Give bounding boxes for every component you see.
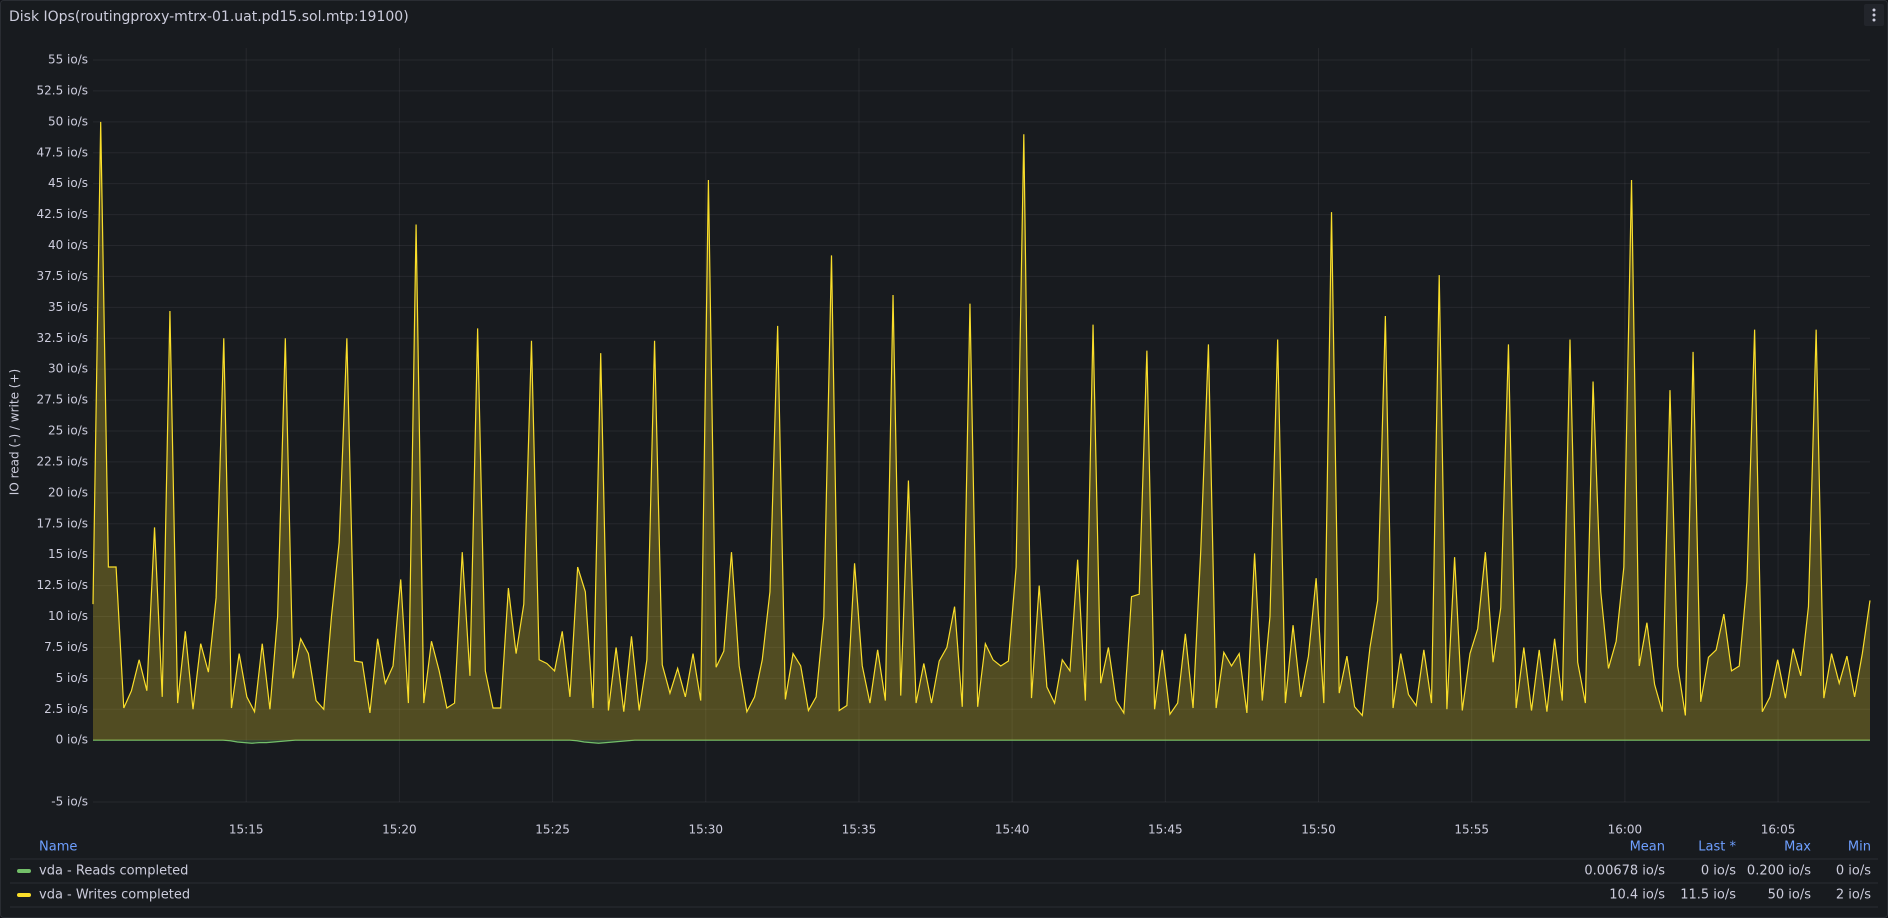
legend-swatch <box>17 893 31 897</box>
legend-stat: 0 io/s <box>1701 864 1736 879</box>
y-tick-label: 50 io/s <box>48 114 88 128</box>
y-tick-label: 7.5 io/s <box>44 640 88 654</box>
x-tick-label: 15:40 <box>995 823 1030 837</box>
y-tick-label: 0 io/s <box>56 733 88 747</box>
y-tick-label: 5 io/s <box>56 671 88 685</box>
legend-name: vda - Reads completed <box>39 864 188 879</box>
x-tick-label: 15:20 <box>382 823 417 837</box>
x-tick-label: 15:45 <box>1148 823 1183 837</box>
legend-stat: 11.5 io/s <box>1680 888 1736 903</box>
y-tick-label: 32.5 io/s <box>36 331 88 345</box>
y-tick-label: 10 io/s <box>48 609 88 623</box>
legend-stat: 50 io/s <box>1768 888 1812 903</box>
y-tick-label: 45 io/s <box>48 176 88 190</box>
legend-stat: 0 io/s <box>1836 864 1871 879</box>
y-tick-label: 2.5 io/s <box>44 702 88 716</box>
legend-header: Max <box>1784 840 1811 855</box>
y-tick-label: 40 io/s <box>48 238 88 252</box>
y-tick-label: 30 io/s <box>48 362 88 376</box>
y-tick-label: 35 io/s <box>48 300 88 314</box>
panel-title: Disk IOps(routingproxy-mtrx-01.uat.pd15.… <box>9 9 409 25</box>
y-tick-label: 15 io/s <box>48 547 88 561</box>
y-tick-label: 25 io/s <box>48 424 88 438</box>
y-tick-label: 47.5 io/s <box>36 145 88 159</box>
legend-header: Name <box>39 840 77 855</box>
y-tick-label: 52.5 io/s <box>36 83 88 97</box>
menu-dot <box>1872 8 1876 12</box>
x-tick-label: 16:05 <box>1761 823 1796 837</box>
series-line <box>92 121 1871 717</box>
legend-swatch <box>17 869 31 873</box>
menu-dot <box>1872 13 1876 17</box>
menu-dot <box>1872 18 1876 22</box>
legend-header: Last * <box>1698 840 1736 855</box>
legend-stat: 0.200 io/s <box>1747 864 1811 879</box>
y-tick-label: 55 io/s <box>48 53 88 67</box>
legend-stat: 0.00678 io/s <box>1584 864 1665 879</box>
x-tick-label: 15:55 <box>1454 823 1489 837</box>
y-tick-label: 17.5 io/s <box>36 516 88 530</box>
x-tick-label: 15:30 <box>688 823 723 837</box>
legend-name: vda - Writes completed <box>39 888 190 903</box>
y-tick-label: 12.5 io/s <box>36 578 88 592</box>
x-tick-label: 15:50 <box>1301 823 1336 837</box>
y-tick-label: 37.5 io/s <box>36 269 88 283</box>
y-tick-label: 22.5 io/s <box>36 454 88 468</box>
legend-header: Mean <box>1630 840 1665 855</box>
series-area <box>93 740 1870 744</box>
legend-stat: 10.4 io/s <box>1609 888 1665 903</box>
y-tick-label: 42.5 io/s <box>36 207 88 221</box>
x-tick-label: 15:25 <box>535 823 570 837</box>
series-line <box>93 739 1870 744</box>
y-axis-label: IO read (-) / write (+) <box>8 369 22 495</box>
y-tick-label: 27.5 io/s <box>36 393 88 407</box>
x-tick-label: 16:00 <box>1608 823 1643 837</box>
x-tick-label: 15:15 <box>229 823 264 837</box>
legend-stat: 2 io/s <box>1836 888 1871 903</box>
legend-header: Min <box>1848 840 1871 855</box>
y-tick-label: 20 io/s <box>48 485 88 499</box>
x-tick-label: 15:35 <box>842 823 877 837</box>
y-tick-label: -5 io/s <box>51 795 88 809</box>
panel-menu[interactable] <box>1864 4 1884 26</box>
